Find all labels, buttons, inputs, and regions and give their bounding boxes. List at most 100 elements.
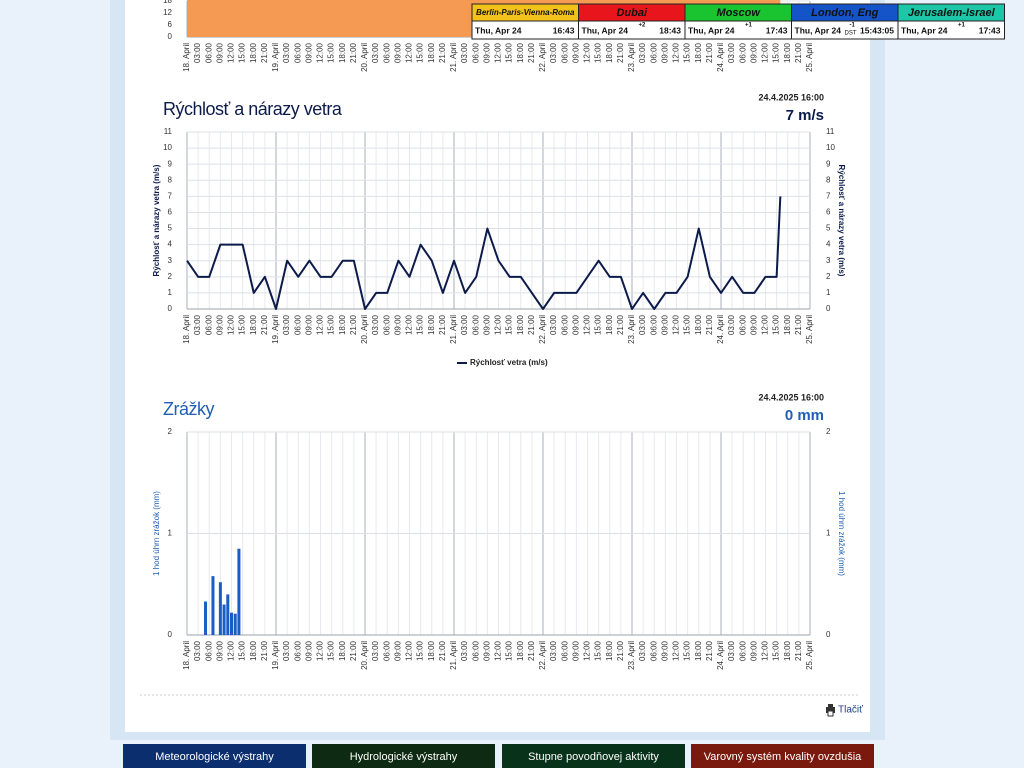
y-tick-label: 5: [168, 224, 173, 233]
x-tick-label: 15:00: [416, 640, 425, 661]
clock-date: Thu, Apr 24: [901, 25, 948, 35]
y-tick-label: 0: [168, 630, 173, 639]
x-tick-label: 06:00: [204, 42, 213, 63]
y-tick-label: 8: [168, 175, 173, 184]
bar: [226, 594, 230, 635]
clock-offset: +2: [639, 23, 647, 29]
x-tick-label: 09:00: [482, 314, 491, 335]
x-tick-label: 09:00: [215, 314, 224, 335]
x-tick-label: 12:00: [761, 640, 770, 661]
x-tick-label: 22. April: [538, 315, 547, 344]
x-tick-label: 18:00: [694, 42, 703, 63]
y-tick-label: 2: [168, 272, 173, 281]
x-tick-label: 03:00: [549, 640, 558, 661]
printer-paper[interactable]: [828, 704, 833, 707]
clock-time: 16:43: [553, 25, 575, 35]
x-tick-label: 19. April: [271, 315, 280, 344]
x-tick-label: 18:00: [427, 42, 436, 63]
x-tick-label: 03:00: [371, 42, 380, 63]
x-tick-label: 18:00: [783, 640, 792, 661]
x-tick-label: 15:00: [772, 314, 781, 335]
nav-button-label[interactable]: Stupne povodňovej aktivity: [528, 751, 659, 763]
x-tick-label: 24. April: [716, 43, 725, 72]
y-tick-label: 6: [168, 208, 173, 217]
x-tick-label: 20. April: [360, 43, 369, 72]
printer-body[interactable]: [826, 707, 835, 713]
x-tick-label: 20. April: [360, 641, 369, 670]
print-icon[interactable]: [826, 704, 835, 717]
x-tick-label: 09:00: [304, 314, 313, 335]
x-tick-label: 18:00: [605, 314, 614, 335]
x-tick-label: 06:00: [738, 640, 747, 661]
y-tick-label: 10: [163, 143, 172, 152]
x-tick-label: 18:00: [516, 314, 525, 335]
clock-offset: -1: [850, 23, 856, 29]
x-tick-label: 19. April: [271, 641, 280, 670]
x-tick-label: 15:00: [772, 640, 781, 661]
x-tick-label: 06:00: [738, 42, 747, 63]
y2-tick-label: 7: [826, 191, 831, 200]
x-tick-label: 09:00: [660, 42, 669, 63]
clock-time: 18:43: [659, 25, 681, 35]
nav-button-label[interactable]: Meteorologické výstrahy: [155, 751, 274, 763]
x-tick-label: 18:00: [427, 314, 436, 335]
nav-button-label[interactable]: Varovný systém kvality ovzdušia: [704, 751, 862, 763]
x-tick-label: 03:00: [727, 42, 736, 63]
x-tick-label: 09:00: [571, 640, 580, 661]
x-tick-label: 21:00: [616, 42, 625, 63]
timestamp: 24.4.2025 16:00: [758, 92, 824, 102]
x-tick-label: 09:00: [749, 314, 758, 335]
x-tick-label: 21:00: [527, 640, 536, 661]
bar: [218, 582, 222, 635]
x-tick-label: 03:00: [638, 640, 647, 661]
nav-button[interactable]: [502, 744, 685, 768]
x-tick-label: 09:00: [393, 640, 402, 661]
x-tick-label: 03:00: [193, 640, 202, 661]
nav-button[interactable]: [312, 744, 495, 768]
x-tick-label: 06:00: [382, 640, 391, 661]
bar: [211, 576, 215, 635]
x-tick-label: 03:00: [193, 42, 202, 63]
x-tick-label: 09:00: [215, 640, 224, 661]
x-tick-label: 09:00: [749, 42, 758, 63]
x-tick-label: 12:00: [227, 314, 236, 335]
y-tick-label: 1: [168, 529, 173, 538]
chart-title: Zrážky: [163, 399, 215, 419]
x-tick-label: 15:00: [505, 42, 514, 63]
nav-button-label[interactable]: Hydrologické výstrahy: [350, 751, 458, 763]
x-tick-label: 12:00: [672, 314, 681, 335]
print-link[interactable]: Tlačiť: [838, 705, 863, 716]
content-panel: [125, 0, 870, 732]
x-tick-label: 12:00: [494, 314, 503, 335]
x-tick-label: 18:00: [427, 640, 436, 661]
clock-city: Moscow: [717, 7, 762, 19]
clock-time: 17:43: [766, 25, 788, 35]
x-tick-label: 18:00: [783, 42, 792, 63]
printer-out[interactable]: [827, 710, 834, 717]
x-tick-label: 15:00: [327, 42, 336, 63]
x-tick-label: 03:00: [193, 314, 202, 335]
y2-tick-label: 4: [826, 240, 831, 249]
x-tick-label: 25. April: [805, 641, 814, 670]
x-tick-label: 03:00: [727, 314, 736, 335]
x-tick-label: 03:00: [549, 42, 558, 63]
x-tick-label: 18:00: [249, 314, 258, 335]
x-tick-label: 25. April: [805, 43, 814, 72]
nav-button[interactable]: [123, 744, 306, 768]
x-tick-label: 15:00: [505, 314, 514, 335]
x-tick-label: 06:00: [204, 640, 213, 661]
x-tick-label: 18:00: [516, 640, 525, 661]
y2-tick-label: 6: [826, 208, 831, 217]
bar: [233, 613, 237, 635]
x-tick-label: 21:00: [794, 640, 803, 661]
x-tick-label: 24. April: [716, 641, 725, 670]
nav-button[interactable]: [691, 744, 874, 768]
x-tick-label: 21:00: [438, 640, 447, 661]
clock-date: Thu, Apr 24: [582, 25, 629, 35]
y2-tick-label: 0: [826, 304, 831, 313]
clock-offset: +1: [745, 23, 753, 29]
x-tick-label: 06:00: [293, 42, 302, 63]
x-tick-label: 03:00: [282, 314, 291, 335]
x-tick-label: 06:00: [649, 640, 658, 661]
x-tick-label: 18:00: [605, 640, 614, 661]
